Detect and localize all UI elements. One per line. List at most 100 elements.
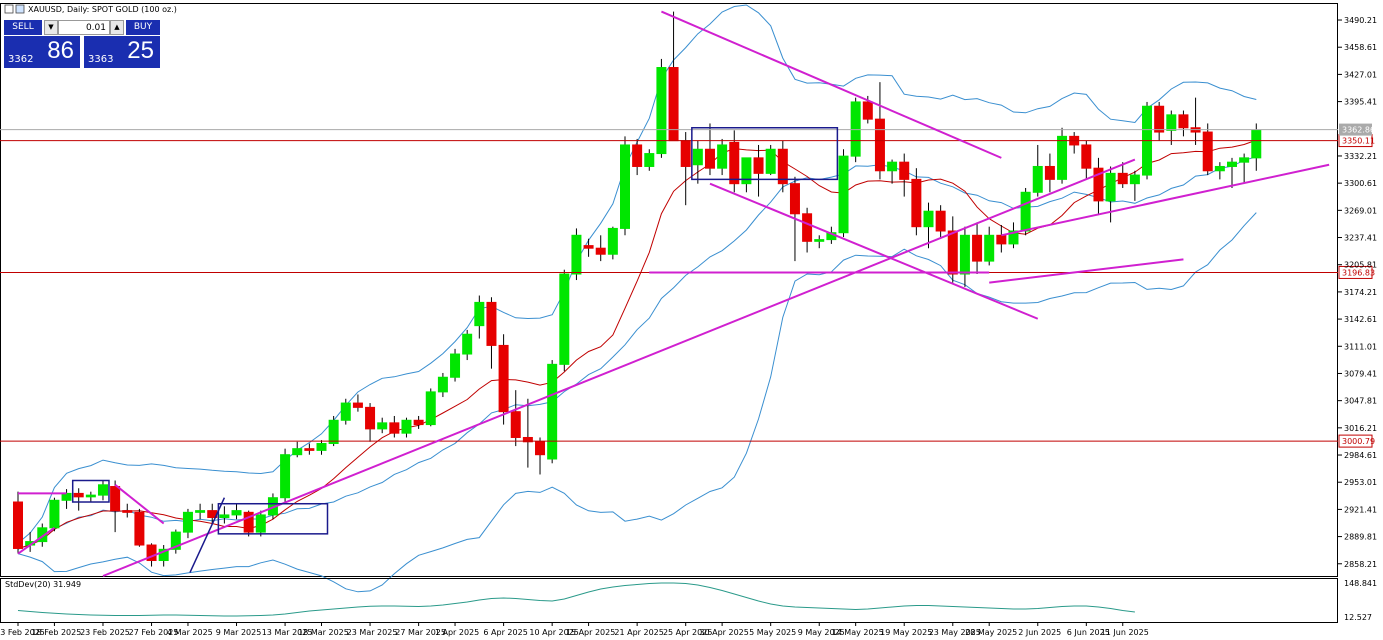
time-tick-label: 1 Apr 2025 bbox=[435, 628, 479, 637]
symbol-title: XAUUSD, Daily: SPOT GOLD (100 oz.) bbox=[28, 5, 177, 14]
time-tick-label: 23 Mar 2025 bbox=[347, 628, 398, 637]
early-rise-line bbox=[17, 527, 55, 555]
candle-body bbox=[535, 441, 546, 456]
time-tick-label: 15 Apr 2025 bbox=[566, 628, 615, 637]
candle-body bbox=[134, 511, 145, 546]
window-icon bbox=[15, 4, 25, 14]
lot-decrease-button[interactable]: ▼ bbox=[44, 20, 58, 35]
bollinger-lower-band bbox=[17, 212, 1257, 593]
lot-size-input[interactable] bbox=[58, 20, 110, 35]
chart-type-icon bbox=[4, 4, 14, 14]
time-tick-label: 30 Apr 2025 bbox=[699, 628, 748, 637]
one-click-trading-panel: SELL ▼ ▲ BUY 3362 86 3363 25 bbox=[4, 20, 160, 68]
candle-body bbox=[595, 247, 606, 255]
candle-body bbox=[1166, 114, 1177, 131]
candle-body bbox=[316, 443, 327, 451]
candle-body bbox=[777, 148, 788, 185]
candle-body bbox=[49, 499, 60, 529]
candle-body bbox=[1251, 129, 1262, 159]
candle-body bbox=[352, 402, 363, 408]
channel-lower-trendline bbox=[709, 182, 1039, 320]
candle-body bbox=[425, 391, 436, 426]
price-tick-label: 2858.21 bbox=[1344, 560, 1377, 569]
sell-price-box[interactable]: 3362 86 bbox=[4, 36, 80, 68]
indicator-header: StdDev(20) 31.949 bbox=[5, 580, 81, 589]
time-tick-label: 13 Mar 2025 bbox=[262, 628, 313, 637]
buy-button[interactable]: BUY bbox=[126, 20, 160, 35]
candle-body bbox=[1178, 114, 1189, 129]
candle-body bbox=[1093, 167, 1104, 202]
candle-body bbox=[110, 486, 121, 512]
price-tick-label: 3300.61 bbox=[1344, 179, 1377, 188]
main-frame bbox=[0, 3, 1338, 577]
time-tick-label: 28 May 2025 bbox=[965, 628, 1017, 637]
price-tick-label: 3016.21 bbox=[1344, 424, 1377, 433]
candle-body bbox=[122, 510, 133, 513]
candle-body bbox=[37, 527, 48, 543]
sell-price-prefix: 3362 bbox=[8, 54, 34, 65]
candle-body bbox=[195, 510, 206, 513]
time-tick-label: 13 Feb 2025 bbox=[0, 628, 45, 637]
candle-body bbox=[1020, 191, 1031, 232]
candle-body bbox=[522, 436, 533, 443]
candle-body bbox=[620, 144, 630, 229]
time-tick-label: 5 May 2025 bbox=[749, 628, 796, 637]
candle-body bbox=[474, 301, 485, 327]
candle-body bbox=[231, 510, 242, 516]
price-tick-label: 3237.41 bbox=[1344, 234, 1377, 243]
candle-body bbox=[182, 511, 193, 533]
sell-button[interactable]: SELL bbox=[4, 20, 42, 35]
candle-body bbox=[632, 144, 643, 167]
candle-body bbox=[1239, 157, 1250, 163]
time-tick-label: 27 Mar 2025 bbox=[395, 628, 446, 637]
candle-body bbox=[850, 101, 861, 157]
candle-body bbox=[498, 344, 509, 413]
chart-header: XAUUSD, Daily: SPOT GOLD (100 oz.) bbox=[4, 4, 177, 14]
candle-body bbox=[911, 178, 922, 228]
time-tick-label: 18 Mar 2025 bbox=[298, 628, 349, 637]
candle-body bbox=[304, 448, 315, 451]
candle-body bbox=[972, 234, 983, 262]
price-tick-label: 3079.41 bbox=[1344, 369, 1377, 378]
candle-body bbox=[13, 501, 23, 549]
price-tick-label: 3047.81 bbox=[1344, 397, 1377, 406]
candle-body bbox=[328, 419, 339, 445]
candle-body bbox=[255, 514, 266, 533]
candle-body bbox=[170, 531, 181, 550]
level-price-label: 3350.11 bbox=[1342, 137, 1375, 146]
price-tick-label: 3205.81 bbox=[1344, 261, 1377, 270]
rising-support-trendline bbox=[1001, 163, 1330, 237]
time-tick-label: 6 Apr 2025 bbox=[483, 628, 527, 637]
price-tick-label: 3427.01 bbox=[1344, 70, 1377, 79]
current-price-tag bbox=[1339, 123, 1372, 136]
level-price-label: 3000.79 bbox=[1342, 437, 1375, 446]
consolidation-box-march bbox=[217, 502, 329, 535]
candle-body bbox=[559, 273, 570, 365]
candle-body bbox=[158, 548, 169, 562]
candle-body bbox=[1129, 174, 1140, 185]
candle-body bbox=[219, 514, 230, 518]
buy-price-box[interactable]: 3363 25 bbox=[84, 36, 160, 68]
candle-body bbox=[692, 148, 703, 166]
price-tick-label: 3490.21 bbox=[1344, 16, 1377, 25]
candle-body bbox=[1032, 165, 1043, 193]
candle-body bbox=[292, 448, 303, 456]
time-tick-label: 19 May 2025 bbox=[880, 628, 932, 637]
consolidation-box-april bbox=[691, 127, 839, 181]
price-tick-label: 2921.41 bbox=[1344, 505, 1377, 514]
candle-body bbox=[789, 183, 800, 215]
candle-body bbox=[1008, 230, 1019, 245]
impulse-marker-line bbox=[189, 497, 226, 573]
candle-body bbox=[85, 494, 96, 498]
candle-body bbox=[510, 411, 521, 438]
time-tick-label: 21 Apr 2025 bbox=[614, 628, 663, 637]
candle-body bbox=[280, 454, 291, 499]
candle-body bbox=[656, 67, 667, 155]
lot-increase-button[interactable]: ▲ bbox=[110, 20, 124, 35]
time-tick-label: 6 Jun 2025 bbox=[1067, 628, 1110, 637]
time-tick-label: 18 Feb 2025 bbox=[32, 628, 82, 637]
candle-body bbox=[959, 234, 970, 275]
time-tick-label: 23 May 2025 bbox=[929, 628, 981, 637]
